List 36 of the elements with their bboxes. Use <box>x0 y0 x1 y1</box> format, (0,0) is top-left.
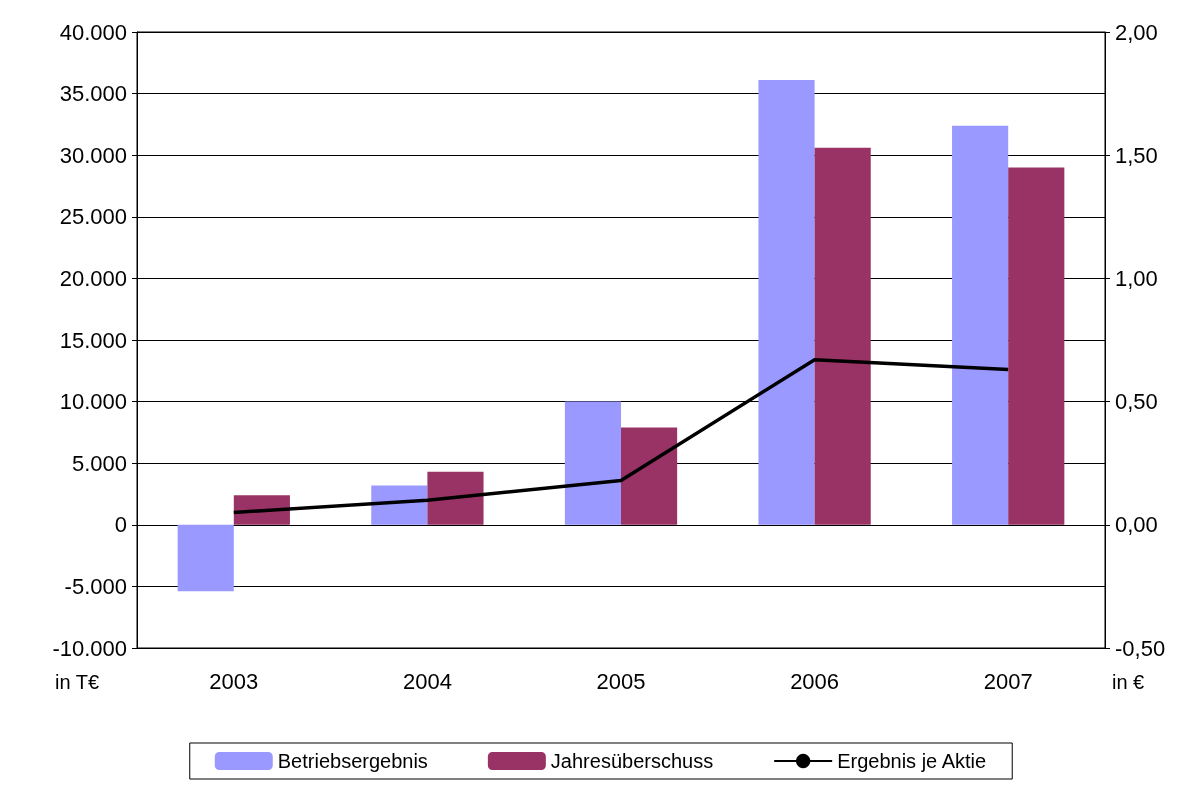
bar <box>621 427 678 525</box>
bar <box>177 524 234 592</box>
x-tick-label: 2005 <box>596 668 646 694</box>
y2-tick-label: 0,50 <box>1115 389 1158 415</box>
legend-label: Ergebnis je Aktie <box>837 750 987 772</box>
bar <box>427 471 484 525</box>
x-tick-label: 2004 <box>402 668 452 694</box>
y-tick-label: 20.000 <box>59 265 127 291</box>
bar <box>564 401 621 525</box>
bar <box>758 80 815 525</box>
y-tick-label: 35.000 <box>59 81 127 107</box>
y-tick-label: 25.000 <box>59 204 127 230</box>
y-tick-label: 5.000 <box>71 450 127 476</box>
x-tick-label: 2003 <box>209 668 259 694</box>
y-tick-label: -5.000 <box>64 573 127 599</box>
y2-tick-label: 1,00 <box>1115 265 1158 291</box>
y2-tick-label: 0,00 <box>1115 512 1158 538</box>
y-tick-label: -10.000 <box>52 635 127 661</box>
y-tick-label: 15.000 <box>59 327 127 353</box>
bar <box>371 485 428 525</box>
y2-axis-title: in € <box>1112 671 1145 693</box>
bar <box>952 125 1009 525</box>
y-tick-label: 30.000 <box>59 142 127 168</box>
y-axis-title: in T€ <box>55 671 100 693</box>
legend-label: Jahresüberschuss <box>550 750 714 772</box>
bar <box>1008 167 1065 525</box>
y-tick-label: 40.000 <box>59 19 127 45</box>
legend-label: Betriebsergebnis <box>277 750 428 772</box>
y2-tick-label: 2,00 <box>1115 19 1158 45</box>
y-tick-label: 0 <box>114 512 127 538</box>
y-tick-label: 10.000 <box>59 389 127 415</box>
y2-tick-label: -0,50 <box>1115 635 1166 661</box>
bar <box>814 147 871 525</box>
y2-tick-label: 1,50 <box>1115 142 1158 168</box>
x-tick-label: 2006 <box>790 668 840 694</box>
x-tick-label: 2007 <box>983 668 1033 694</box>
